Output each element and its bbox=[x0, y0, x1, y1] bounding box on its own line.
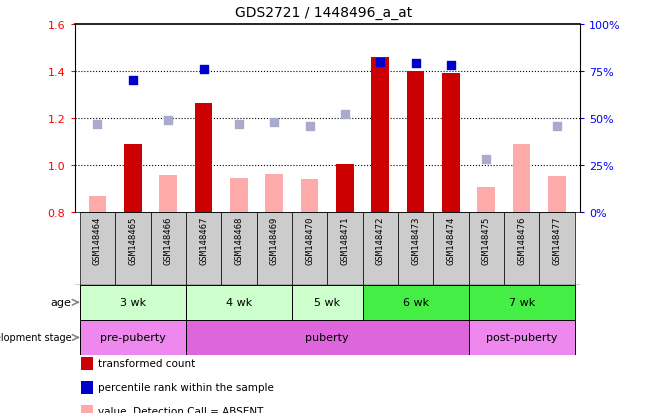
Bar bbox=[221, 213, 257, 285]
Bar bbox=[80, 285, 186, 320]
Bar bbox=[292, 213, 327, 285]
Bar bbox=[80, 320, 186, 355]
Bar bbox=[257, 213, 292, 285]
Text: GSM148473: GSM148473 bbox=[411, 216, 420, 265]
Text: 3 wk: 3 wk bbox=[120, 297, 146, 308]
Bar bbox=[186, 285, 292, 320]
Bar bbox=[266, 175, 283, 213]
Text: development stage: development stage bbox=[0, 332, 71, 343]
Bar bbox=[124, 145, 142, 213]
Bar bbox=[115, 213, 150, 285]
Text: 6 wk: 6 wk bbox=[402, 297, 429, 308]
Text: GSM148477: GSM148477 bbox=[553, 216, 561, 265]
Bar bbox=[301, 179, 318, 213]
Text: GSM148475: GSM148475 bbox=[482, 216, 491, 265]
Point bbox=[128, 78, 138, 85]
Bar bbox=[186, 320, 469, 355]
Bar bbox=[371, 58, 389, 213]
Text: age: age bbox=[51, 297, 71, 308]
Text: transformed count: transformed count bbox=[98, 358, 195, 368]
Bar bbox=[434, 213, 469, 285]
Bar bbox=[539, 213, 575, 285]
Bar bbox=[469, 320, 575, 355]
Text: value, Detection Call = ABSENT: value, Detection Call = ABSENT bbox=[98, 406, 263, 413]
Bar bbox=[150, 213, 186, 285]
Point bbox=[375, 59, 386, 66]
Bar bbox=[194, 104, 213, 213]
Point bbox=[92, 121, 102, 128]
Bar bbox=[159, 175, 177, 213]
Text: percentile rank within the sample: percentile rank within the sample bbox=[98, 382, 273, 392]
Text: GSM148470: GSM148470 bbox=[305, 216, 314, 265]
Bar bbox=[548, 177, 566, 213]
Point bbox=[552, 123, 562, 130]
Text: GSM148469: GSM148469 bbox=[270, 216, 279, 265]
Point bbox=[410, 61, 421, 68]
Text: GSM148464: GSM148464 bbox=[93, 216, 102, 265]
Point bbox=[269, 119, 279, 126]
Text: GSM148466: GSM148466 bbox=[164, 216, 172, 265]
Bar bbox=[504, 213, 539, 285]
Bar bbox=[442, 74, 460, 213]
Point bbox=[340, 112, 350, 118]
Text: 4 wk: 4 wk bbox=[226, 297, 252, 308]
Point bbox=[305, 123, 315, 130]
Bar bbox=[230, 179, 248, 213]
Bar bbox=[80, 213, 115, 285]
Point bbox=[163, 117, 174, 124]
Bar bbox=[478, 188, 495, 213]
Text: GSM148465: GSM148465 bbox=[128, 216, 137, 265]
Text: GSM148468: GSM148468 bbox=[235, 216, 244, 265]
Text: GSM148474: GSM148474 bbox=[446, 216, 456, 265]
Bar bbox=[336, 164, 354, 213]
Text: 5 wk: 5 wk bbox=[314, 297, 340, 308]
Point bbox=[234, 121, 244, 128]
Bar bbox=[363, 285, 469, 320]
Text: GSM148471: GSM148471 bbox=[340, 216, 349, 265]
Text: GSM148476: GSM148476 bbox=[517, 216, 526, 265]
Point bbox=[446, 63, 456, 69]
Bar bbox=[469, 285, 575, 320]
Point bbox=[198, 66, 209, 73]
Bar bbox=[398, 213, 434, 285]
Bar bbox=[513, 145, 531, 213]
Bar bbox=[292, 285, 363, 320]
Bar bbox=[363, 213, 398, 285]
Text: 7 wk: 7 wk bbox=[509, 297, 535, 308]
Text: post-puberty: post-puberty bbox=[486, 332, 557, 343]
Bar bbox=[327, 213, 363, 285]
Text: GDS2721 / 1448496_a_at: GDS2721 / 1448496_a_at bbox=[235, 6, 413, 20]
Text: GSM148472: GSM148472 bbox=[376, 216, 385, 265]
Text: puberty: puberty bbox=[305, 332, 349, 343]
Text: pre-puberty: pre-puberty bbox=[100, 332, 166, 343]
Text: GSM148467: GSM148467 bbox=[199, 216, 208, 265]
Bar bbox=[186, 213, 221, 285]
Bar bbox=[407, 72, 424, 213]
Bar bbox=[469, 213, 504, 285]
Point bbox=[481, 157, 491, 164]
Bar bbox=[89, 196, 106, 213]
